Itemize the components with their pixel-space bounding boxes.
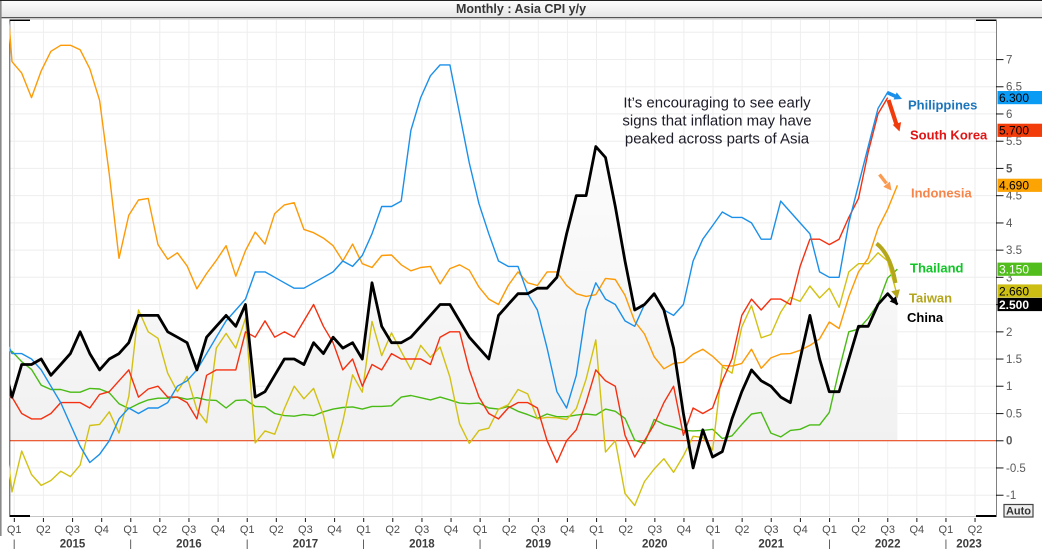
svg-text:Q4: Q4 — [94, 524, 109, 536]
svg-text:Q1: Q1 — [706, 524, 721, 536]
svg-text:Q3: Q3 — [298, 524, 313, 536]
svg-text:Q3: Q3 — [880, 524, 895, 536]
svg-text:Q2: Q2 — [851, 524, 866, 536]
svg-text:3.150: 3.150 — [999, 263, 1029, 277]
svg-text:|: | — [595, 539, 598, 549]
svg-text:|: | — [828, 539, 831, 549]
svg-text:3: 3 — [1006, 272, 1012, 284]
svg-text:2015: 2015 — [60, 539, 86, 549]
svg-text:Q1: Q1 — [589, 524, 604, 536]
svg-text:South Korea: South Korea — [910, 128, 988, 143]
svg-text:2022: 2022 — [875, 539, 901, 549]
svg-text:Auto: Auto — [1006, 506, 1031, 518]
svg-text:5.700: 5.700 — [999, 124, 1029, 138]
svg-text:Taiwan: Taiwan — [909, 291, 952, 306]
svg-text:China: China — [907, 310, 944, 325]
svg-text:|: | — [13, 539, 16, 549]
svg-text:Q2: Q2 — [502, 524, 517, 536]
svg-text:Q1: Q1 — [356, 524, 371, 536]
svg-text:2021: 2021 — [758, 539, 784, 549]
svg-text:Q1: Q1 — [123, 524, 138, 536]
svg-text:2019: 2019 — [526, 539, 552, 549]
svg-text:6: 6 — [1006, 109, 1012, 121]
svg-text:Q1: Q1 — [939, 524, 954, 536]
svg-text:4.5: 4.5 — [1006, 191, 1022, 203]
svg-text:Q1: Q1 — [240, 524, 255, 536]
svg-text:3.5: 3.5 — [1006, 245, 1022, 257]
svg-text:Q3: Q3 — [65, 524, 80, 536]
svg-text:Q1: Q1 — [822, 524, 837, 536]
svg-text:Indonesia: Indonesia — [911, 186, 972, 201]
svg-text:Philippines: Philippines — [908, 98, 977, 113]
svg-text:Q4: Q4 — [793, 524, 808, 536]
svg-text:|: | — [362, 539, 365, 549]
svg-text:2023: 2023 — [956, 539, 982, 549]
svg-text:2017: 2017 — [293, 539, 319, 549]
svg-text:2020: 2020 — [642, 539, 668, 549]
svg-text:Q2: Q2 — [269, 524, 284, 536]
svg-text:Q1: Q1 — [473, 524, 488, 536]
svg-text:0: 0 — [1006, 436, 1012, 448]
svg-text:Thailand: Thailand — [910, 261, 964, 276]
svg-text:Q2: Q2 — [385, 524, 400, 536]
svg-text:1: 1 — [1006, 381, 1012, 393]
svg-text:2.500: 2.500 — [999, 298, 1029, 312]
svg-text:2.660: 2.660 — [999, 284, 1029, 298]
svg-text:|: | — [246, 539, 249, 549]
svg-text:|: | — [944, 539, 947, 549]
svg-text:Q4: Q4 — [211, 524, 226, 536]
svg-text:It’s encouraging to see early: It’s encouraging to see early — [623, 95, 811, 112]
svg-text:7: 7 — [1006, 55, 1012, 67]
svg-text:4.690: 4.690 — [999, 179, 1029, 193]
svg-text:6.300: 6.300 — [999, 91, 1029, 105]
svg-text:5: 5 — [1006, 163, 1013, 175]
svg-text:peaked across parts of Asia: peaked across parts of Asia — [625, 131, 810, 148]
svg-text:Q2: Q2 — [36, 524, 51, 536]
svg-text:Q2: Q2 — [618, 524, 633, 536]
svg-text:4: 4 — [1006, 218, 1013, 230]
svg-text:Q3: Q3 — [531, 524, 546, 536]
svg-text:Q3: Q3 — [764, 524, 779, 536]
svg-text:Q3: Q3 — [647, 524, 662, 536]
svg-text:Q1: Q1 — [7, 524, 22, 536]
svg-text:Q2: Q2 — [152, 524, 167, 536]
svg-text:-0.5: -0.5 — [1006, 463, 1026, 475]
svg-text:|: | — [479, 539, 482, 549]
svg-text:0.5: 0.5 — [1006, 409, 1022, 421]
svg-text:Q4: Q4 — [327, 524, 342, 536]
svg-text:Q4: Q4 — [909, 524, 924, 536]
svg-text:Monthly : Asia CPI y/y: Monthly : Asia CPI y/y — [456, 2, 586, 16]
svg-text:Q3: Q3 — [415, 524, 430, 536]
svg-text:Q4: Q4 — [677, 524, 692, 536]
svg-text:1.5: 1.5 — [1006, 354, 1022, 366]
svg-text:Q3: Q3 — [182, 524, 197, 536]
svg-text:Q4: Q4 — [560, 524, 575, 536]
svg-text:Q2: Q2 — [735, 524, 750, 536]
svg-text:2016: 2016 — [176, 539, 202, 549]
svg-text:-1: -1 — [1006, 490, 1016, 502]
svg-text:Q2: Q2 — [968, 524, 983, 536]
svg-text:5.5: 5.5 — [1006, 136, 1022, 148]
svg-text:2018: 2018 — [409, 539, 435, 549]
svg-text:2: 2 — [1006, 327, 1012, 339]
svg-text:|: | — [129, 539, 132, 549]
svg-text:Q4: Q4 — [444, 524, 459, 536]
svg-text:6.5: 6.5 — [1006, 82, 1022, 94]
svg-text:signs that inflation may have: signs that inflation may have — [622, 113, 811, 130]
svg-text:|: | — [712, 539, 715, 549]
